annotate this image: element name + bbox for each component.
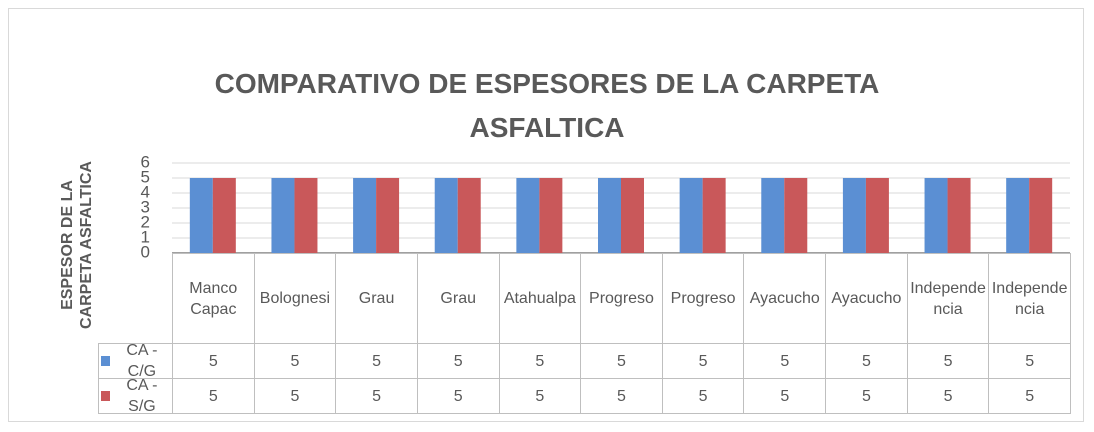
bar: [761, 178, 785, 253]
chart-frame: [8, 8, 1084, 422]
bar: [271, 178, 295, 253]
bar: [189, 178, 213, 253]
bar: [294, 178, 318, 253]
bar: [1029, 178, 1053, 253]
data-table-value: 5: [172, 343, 255, 379]
bar: [516, 178, 540, 253]
data-table-value: 5: [906, 343, 990, 379]
legend-label: CA - S/G: [126, 377, 158, 415]
legend-cell: CA - C/G: [98, 342, 173, 380]
data-table-value: 5: [498, 343, 582, 379]
data-table-value: 5: [416, 343, 500, 379]
bar: [924, 178, 948, 253]
legend-label: CA - C/G: [126, 342, 158, 380]
legend-key: [101, 391, 110, 401]
data-table-value: 5: [416, 378, 500, 414]
data-table-value: 5: [988, 378, 1071, 414]
data-table-value: 5: [988, 343, 1071, 379]
data-table-value: 5: [825, 343, 908, 379]
bar: [621, 178, 644, 253]
data-table-value: 5: [335, 378, 418, 414]
y-tick-label: 5: [141, 167, 150, 186]
data-table-value: 5: [743, 378, 827, 414]
data-table-value: 5: [661, 378, 745, 414]
bar: [947, 178, 971, 253]
legend-key: [101, 356, 110, 366]
bar: [1006, 178, 1030, 253]
bar: [598, 178, 621, 253]
category-cell: Independencia: [906, 253, 990, 344]
category-cell: Grau: [416, 253, 500, 344]
bar: [353, 178, 377, 253]
chart-title: COMPARATIVO DE ESPESORES DE LA CARPETA A…: [214, 68, 880, 143]
category-cell: Progreso: [580, 253, 663, 344]
data-table-value: 5: [253, 343, 337, 379]
bar: [842, 178, 866, 253]
data-table-value: 5: [580, 378, 663, 414]
bar: [784, 178, 808, 253]
y-tick-label: 1: [141, 227, 150, 246]
bar: [539, 178, 563, 253]
category-cell: Bolognesi: [253, 253, 337, 344]
category-cell: Ayacucho: [825, 253, 908, 344]
data-table-value: 5: [335, 343, 418, 379]
bar: [702, 178, 726, 253]
category-cell: Manco Capac: [172, 253, 255, 344]
bar: [212, 178, 236, 253]
data-table-value: 5: [906, 378, 990, 414]
bar: [376, 178, 400, 253]
data-table-value: 5: [498, 378, 582, 414]
data-table-value: 5: [825, 378, 908, 414]
bar: [457, 178, 481, 253]
data-table-value: 5: [172, 378, 255, 414]
category-cell: Atahualpa: [498, 253, 582, 344]
data-table-value: 5: [743, 343, 827, 379]
y-tick-label: 6: [141, 152, 150, 171]
y-tick-label: 4: [141, 182, 150, 201]
y-tick-label: 0: [141, 242, 150, 261]
y-tick-label: 3: [141, 197, 150, 216]
bar: [434, 178, 458, 253]
data-table-value: 5: [253, 378, 337, 414]
category-cell: Ayacucho: [743, 253, 827, 344]
category-cell: Progreso: [661, 253, 745, 344]
data-table-value: 5: [661, 343, 745, 379]
data-table-value: 5: [580, 343, 663, 379]
category-cell: Grau: [335, 253, 418, 344]
category-cell: Independencia: [988, 253, 1071, 344]
legend-cell: CA - S/G: [98, 377, 173, 415]
bar: [679, 178, 703, 253]
y-tick-label: 2: [141, 212, 150, 231]
bar: [865, 178, 889, 253]
